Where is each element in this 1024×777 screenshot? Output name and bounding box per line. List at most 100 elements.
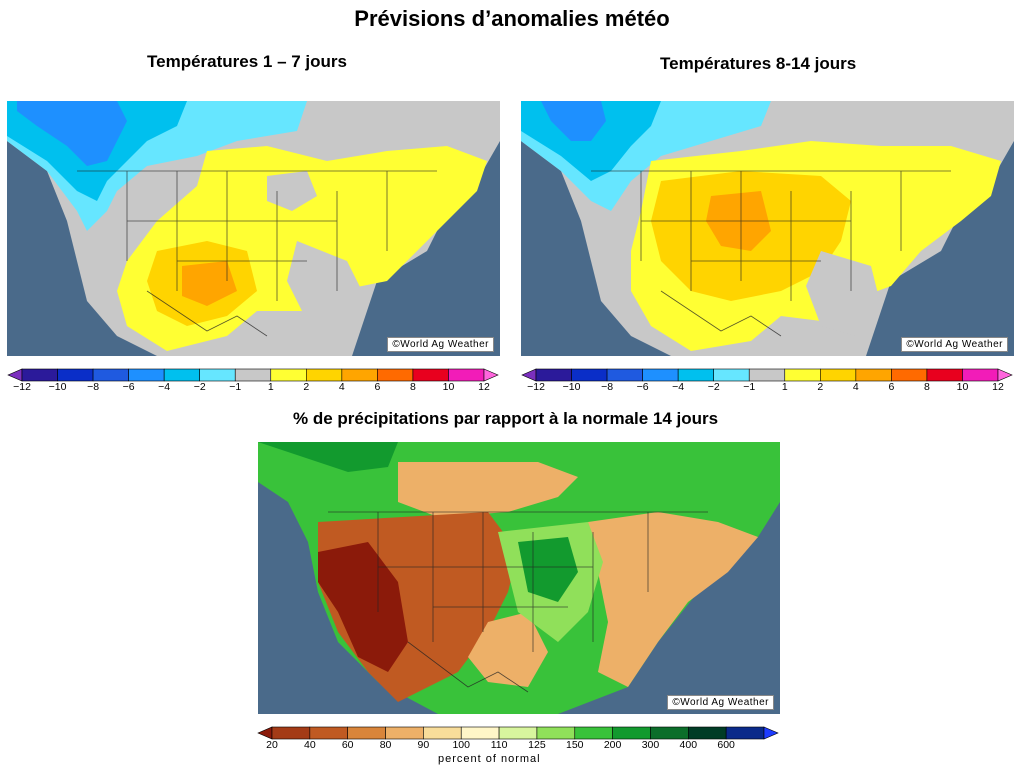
legend-swatch (574, 726, 613, 740)
map-title-temp-8-14: Températures 8-14 jours (660, 54, 857, 73)
legend-tick-label: 600 (717, 739, 735, 751)
legend-tick-label: −10 (48, 381, 67, 393)
temperature-legend-1-7: −12 −10 −8 −6 −4 −2 −1 1 2 4 6 8 10 12 (7, 368, 499, 397)
legend-swatch (677, 368, 714, 382)
legend-tick-label: 4 (852, 381, 859, 393)
legend-swatch (784, 368, 821, 382)
legend-tick-label: 1 (267, 381, 274, 393)
precipitation-legend-caption: percent of normal (438, 753, 541, 765)
legend-tick-label: −2 (707, 381, 720, 393)
legend-swatch (748, 368, 786, 382)
legend-swatch (612, 726, 651, 740)
map-title-precip: % de précipitations par rapport à la nor… (293, 409, 719, 428)
precipitation-legend-bar (257, 726, 779, 740)
legend-swatch (21, 368, 58, 382)
legend-tick-label: 150 (566, 739, 584, 751)
legend-tick-label: 2 (817, 381, 824, 393)
legend-tick-label: −12 (527, 381, 545, 393)
copyright-icon: © (392, 339, 401, 350)
legend-swatch (234, 368, 272, 382)
temperature-legend-ticks: −12 −10 −8 −6 −4 −2 −1 1 2 4 6 8 10 12 (8, 381, 498, 395)
legend-swatch (271, 726, 311, 740)
legend-tick-label: −1 (743, 381, 756, 393)
legend-tick-label: −12 (13, 381, 31, 393)
legend-swatch (347, 726, 386, 740)
copyright-icon: © (672, 697, 681, 708)
copyright-icon: © (906, 339, 915, 350)
legend-tick-label: −8 (87, 381, 100, 393)
legend-tick-label: 12 (992, 381, 1004, 393)
legend-tick-label: 8 (924, 381, 930, 393)
legend-tick-label: 12 (478, 381, 490, 393)
legend-swatch (57, 368, 94, 382)
temperature-legend-8-14: −12 −10 −8 −6 −4 −2 −1 1 2 4 6 8 10 12 (521, 368, 1013, 397)
legend-tick-label: 60 (341, 739, 354, 751)
legend-tick-label: −6 (122, 381, 135, 393)
precipitation-14-day-map-graphic (258, 442, 780, 714)
temperature-8-14-day-map: ©World Ag Weather (521, 101, 1014, 356)
legend-swatch (448, 368, 485, 382)
legend-tick-label: 90 (417, 739, 430, 751)
legend-swatch (763, 726, 779, 740)
credit-text: World Ag Weather (400, 339, 489, 350)
precipitation-legend: 20 40 60 80 90 100 110 125 150 200 300 400 600 perce… (257, 726, 779, 769)
legend-swatch (92, 368, 129, 382)
temperature-legend-bar (7, 368, 499, 382)
legend-tick-label: 20 (266, 739, 278, 751)
legend-swatch (725, 726, 765, 740)
legend-tick-label: 80 (379, 739, 392, 751)
legend-swatch (642, 368, 679, 382)
credit-label: ©World Ag Weather (901, 337, 1008, 352)
legend-swatch (7, 368, 23, 382)
legend-swatch (199, 368, 236, 382)
legend-tick-label: 300 (641, 739, 660, 751)
legend-swatch (535, 368, 572, 382)
legend-swatch (309, 726, 348, 740)
legend-tick-label: 6 (888, 381, 895, 393)
legend-tick-label: 6 (374, 381, 381, 393)
legend-tick-label: −4 (158, 381, 171, 393)
credit-text: World Ag Weather (680, 697, 769, 708)
map-title-temp-1-7: Températures 1 – 7 jours (147, 52, 347, 71)
legend-swatch (926, 368, 963, 382)
credit-label: ©World Ag Weather (667, 695, 774, 710)
legend-tick-label: −2 (193, 381, 206, 393)
legend-tick-label: 100 (452, 739, 470, 751)
legend-swatch (962, 368, 999, 382)
legend-tick-label: −6 (636, 381, 649, 393)
temperature-legend-ticks: −12 −10 −8 −6 −4 −2 −1 1 2 4 6 8 10 12 (522, 381, 1012, 395)
legend-swatch (713, 368, 750, 382)
legend-tick-label: −1 (229, 381, 242, 393)
legend-tick-label: 1 (781, 381, 788, 393)
temperature-legend-bar (521, 368, 1013, 382)
legend-tick-label: 110 (490, 739, 508, 751)
legend-swatch (385, 726, 424, 740)
legend-swatch (341, 368, 378, 382)
temperature-8-14-day-map-graphic (521, 101, 1014, 356)
legend-tick-label: 400 (679, 739, 698, 751)
legend-tick-label: 125 (528, 739, 546, 751)
legend-tick-label: 10 (442, 381, 455, 393)
legend-swatch (855, 368, 892, 382)
legend-tick-label: −10 (562, 381, 581, 393)
credit-text: World Ag Weather (914, 339, 1003, 350)
legend-tick-label: 8 (410, 381, 416, 393)
legend-swatch (460, 726, 500, 740)
legend-swatch (163, 368, 200, 382)
legend-tick-label: −8 (601, 381, 614, 393)
legend-tick-label: 10 (956, 381, 969, 393)
legend-tick-label: −4 (672, 381, 685, 393)
legend-tick-label: 200 (603, 739, 622, 751)
legend-swatch (571, 368, 608, 382)
legend-swatch (257, 726, 273, 740)
legend-swatch (128, 368, 165, 382)
credit-label: ©World Ag Weather (387, 337, 494, 352)
legend-swatch (820, 368, 857, 382)
page-title: Prévisions d’anomalies météo (354, 6, 670, 31)
legend-swatch (498, 726, 538, 740)
temperature-1-7-day-map: ©World Ag Weather (7, 101, 500, 356)
legend-swatch (891, 368, 928, 382)
legend-swatch (688, 726, 727, 740)
legend-swatch (377, 368, 414, 382)
legend-swatch (997, 368, 1013, 382)
